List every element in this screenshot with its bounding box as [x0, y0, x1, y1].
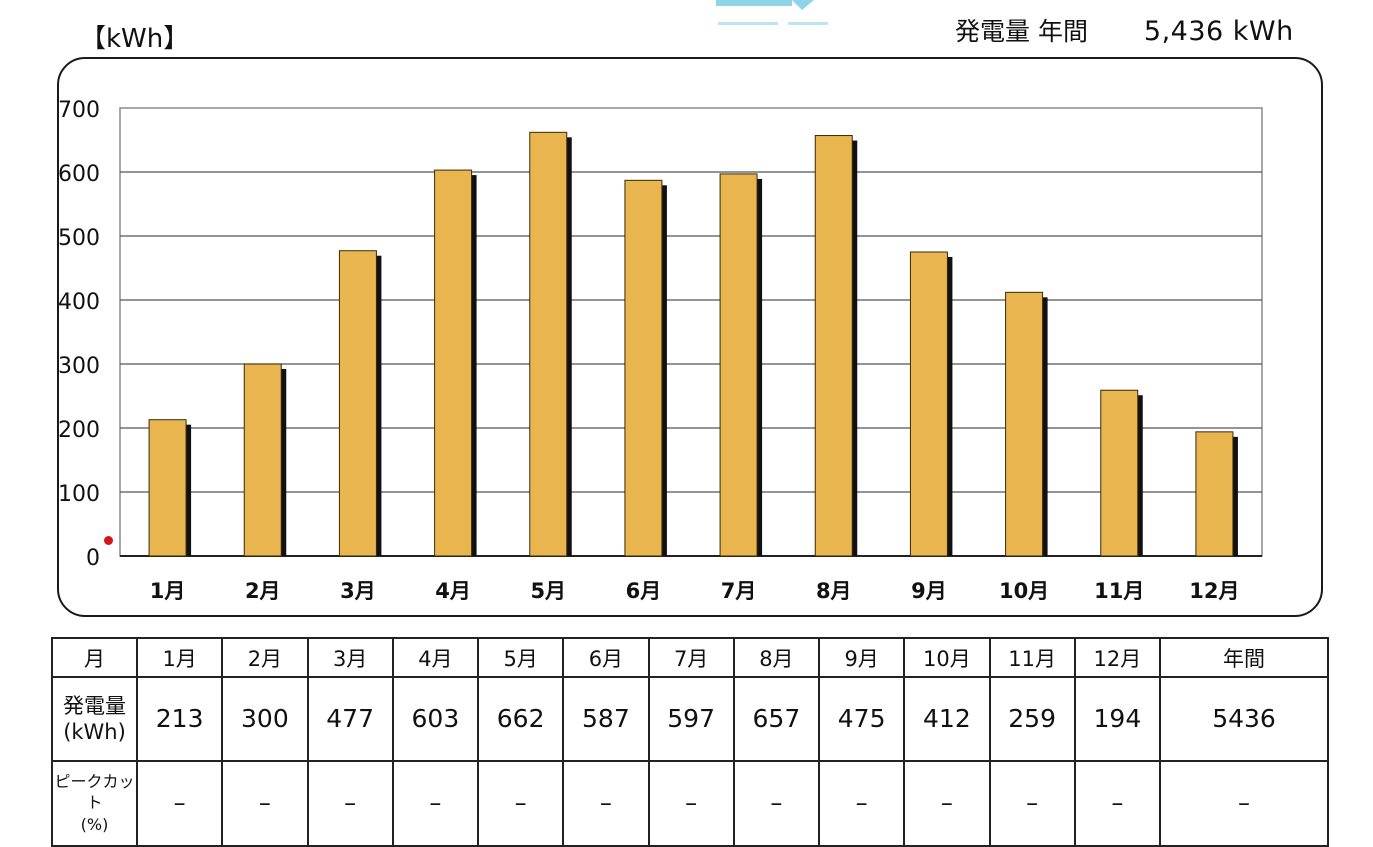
x-tick-label: 10月	[999, 579, 1049, 603]
table-header-cell: 7月	[647, 636, 735, 679]
x-tick-label: 6月	[626, 579, 662, 603]
annual-total: 発電量 年間 5,436 kWh	[955, 12, 1294, 48]
x-tick-label: 3月	[340, 579, 376, 603]
table-row-generation: 発電量 (kWh) 213 300 477 603 662 587 597 657 475 412…	[51, 676, 1329, 762]
bar	[1100, 389, 1139, 557]
generation-value-cell: 477	[306, 676, 394, 762]
peakcut-value-cell: –	[562, 759, 650, 847]
y-tick-label: 100	[58, 482, 100, 507]
table-header-cell: 10月	[903, 636, 991, 679]
table-header-cell: 6月	[562, 636, 650, 679]
peakcut-value-cell: –	[391, 759, 480, 847]
table-header-cell: 12月	[1073, 636, 1162, 679]
red-dot-mark	[104, 536, 113, 545]
peakcut-row-label: ピークカッ ト (%)	[51, 759, 138, 847]
generation-value-cell: 662	[476, 676, 565, 762]
plot-area	[119, 107, 1263, 557]
logo-fragment	[716, 0, 828, 25]
table-header-cell: 2月	[221, 636, 309, 679]
generation-value-cell: 597	[647, 676, 735, 762]
generation-row-label: 発電量 (kWh)	[51, 676, 138, 762]
peakcut-label-line3: (%)	[80, 815, 109, 835]
generation-label-line2: (kWh)	[63, 719, 126, 744]
peakcut-value-cell: –	[817, 759, 906, 847]
bar	[909, 251, 948, 557]
bar	[719, 173, 758, 557]
table-header-cell: 1月	[135, 636, 224, 679]
bar	[434, 169, 473, 557]
generation-value-cell: 259	[988, 676, 1076, 762]
unit-label: 【kWh】	[80, 24, 190, 54]
bar	[243, 363, 282, 557]
x-tick-label: 4月	[435, 579, 471, 603]
bar-chart: 0 100 200 300 400 500 600 700 1月 2月 3月 4月 5月 6月 7月 8月 9月…	[58, 98, 1263, 603]
y-tick-label: 0	[86, 546, 100, 571]
y-tick-label: 300	[58, 354, 100, 379]
bar	[1005, 291, 1044, 557]
bar	[338, 250, 377, 557]
y-tick-label: 600	[58, 162, 100, 187]
x-tick-label: 11月	[1094, 579, 1144, 603]
y-tick-label: 400	[58, 290, 100, 315]
y-tick-label: 500	[58, 226, 100, 251]
monthly-data-table: 月 1月 2月 3月 4月 5月 6月 7月 8月 9月 10月 11月 12月 年間 発電量 (kWh)…	[51, 636, 1329, 847]
peakcut-value-cell: –	[221, 759, 309, 847]
table-header-cell: 5月	[476, 636, 565, 679]
y-tick-label: 200	[58, 418, 100, 443]
bar	[814, 135, 853, 557]
bar	[148, 419, 187, 557]
table-header-row: 月 1月 2月 3月 4月 5月 6月 7月 8月 9月 10月 11月 12月 年間	[51, 636, 1329, 679]
peakcut-value-cell: –	[135, 759, 224, 847]
x-tick-label: 12月	[1189, 579, 1239, 603]
generation-value-cell: 5436	[1159, 676, 1329, 762]
generation-value-cell: 194	[1073, 676, 1162, 762]
peakcut-value-cell: –	[647, 759, 735, 847]
generation-value-cell: 412	[903, 676, 991, 762]
annual-total-label: 発電量 年間	[955, 17, 1088, 46]
peakcut-value-cell: –	[988, 759, 1076, 847]
x-tick-label: 1月	[150, 579, 186, 603]
table-header-cell: 9月	[817, 636, 906, 679]
peakcut-label-line2: ト	[86, 793, 103, 813]
x-tick-label: 8月	[816, 579, 852, 603]
peakcut-value-cell: –	[476, 759, 565, 847]
chart-frame	[57, 57, 1323, 617]
table-header-cell: 11月	[988, 636, 1076, 679]
table-header-cell: 3月	[306, 636, 394, 679]
peakcut-label-line1: ピークカッ	[54, 771, 135, 791]
peakcut-value-cell: –	[1159, 759, 1329, 847]
x-tick-label: 2月	[245, 579, 281, 603]
generation-value-cell: 657	[732, 676, 821, 762]
generation-value-cell: 213	[135, 676, 224, 762]
table-header-cell: 4月	[391, 636, 480, 679]
peakcut-value-cell: –	[732, 759, 821, 847]
generation-value-cell: 300	[221, 676, 309, 762]
generation-value-cell: 603	[391, 676, 480, 762]
bar	[1195, 431, 1234, 557]
table-header-month: 月	[51, 636, 138, 679]
x-tick-label: 7月	[721, 579, 757, 603]
peakcut-value-cell: –	[903, 759, 991, 847]
generation-value-cell: 587	[562, 676, 650, 762]
x-tick-label: 5月	[530, 579, 566, 603]
y-tick-label: 700	[58, 98, 100, 123]
table-header-cell: 8月	[732, 636, 821, 679]
x-tick-label: 9月	[911, 579, 947, 603]
bar	[529, 131, 568, 557]
table-header-cell: 年間	[1159, 636, 1329, 679]
peakcut-value-cell: –	[1073, 759, 1162, 847]
table-row-peakcut: ピークカッ ト (%) – – – – – – – – – – – – –	[51, 759, 1329, 847]
bar	[624, 179, 663, 557]
annual-total-value: 5,436 kWh	[1143, 16, 1294, 47]
generation-value-cell: 475	[817, 676, 906, 762]
peakcut-value-cell: –	[306, 759, 394, 847]
generation-label-line1: 発電量	[63, 693, 126, 718]
